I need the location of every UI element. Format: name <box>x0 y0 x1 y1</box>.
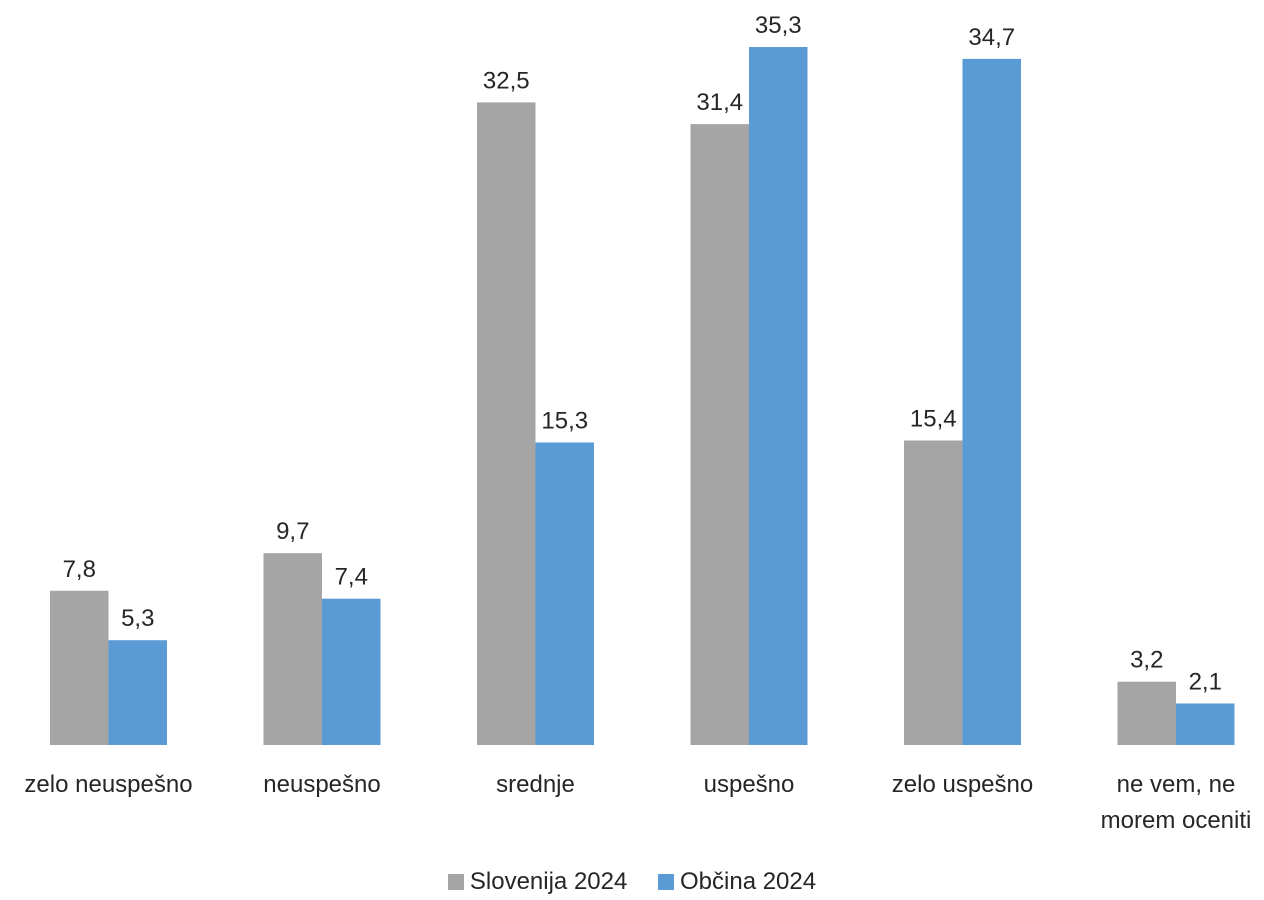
value-label-slovenija-2024-neuspe-no: 9,7 <box>276 518 309 545</box>
bar-slovenija-2024-srednje <box>477 102 536 746</box>
value-label-ob-ina-2024-zelo-neuspe-no: 5,3 <box>121 605 154 632</box>
category-labels-group: zelo neuspešno neuspešno srednje uspešno zel… <box>24 771 1251 834</box>
bar-ob-ina-2024-neuspe-no <box>322 598 381 745</box>
bar-slovenija-2024-ne-vem-ne-morem-oceniti <box>1117 681 1176 745</box>
value-label-slovenija-2024-ne-vem-ne-morem-oceniti: 3,2 <box>1130 647 1163 674</box>
value-label-slovenija-2024-zelo-neuspe-no: 7,8 <box>63 556 96 583</box>
value-label-ob-ina-2024-uspe-no: 35,3 <box>755 12 802 39</box>
category-label-srednje: srednje <box>496 771 575 798</box>
legend: Slovenija 2024 Občina 2024 <box>0 868 1264 897</box>
legend-item-slovenija: Slovenija 2024 <box>447 868 628 896</box>
bar-slovenija-2024-neuspe-no <box>263 553 322 745</box>
bars-group <box>50 47 1235 746</box>
value-label-slovenija-2024-srednje: 32,5 <box>483 67 530 94</box>
category-label-zelo-uspe-no: zelo uspešno <box>892 771 1033 798</box>
bar-ob-ina-2024-zelo-neuspe-no <box>108 640 167 745</box>
category-label-uspe-no: uspešno <box>704 771 795 798</box>
legend-item-obcina: Občina 2024 <box>658 868 816 896</box>
category-label-neuspe-no: neuspešno <box>263 771 380 798</box>
value-label-ob-ina-2024-zelo-uspe-no: 34,7 <box>968 24 1015 51</box>
bar-slovenija-2024-zelo-uspe-no <box>904 440 963 745</box>
bar-slovenija-2024-uspe-no <box>690 124 749 745</box>
value-label-slovenija-2024-uspe-no: 31,4 <box>696 89 743 116</box>
legend-swatch-slovenija <box>447 874 464 890</box>
legend-swatch-obcina <box>658 874 674 890</box>
legend-label-slovenija: Slovenija 2024 <box>469 868 628 895</box>
category-label-ne-vem-ne-morem-oceniti: ne vem, ne morem oceniti <box>1101 771 1252 834</box>
bar-ob-ina-2024-srednje <box>535 442 594 745</box>
value-labels-group: 7,8 5,3 9,7 7,4 32,5 15,3 31,4 35,3 15,4 34,7 3,2 2… <box>63 12 1222 695</box>
value-label-ob-ina-2024-srednje: 15,3 <box>541 407 588 434</box>
value-label-ob-ina-2024-ne-vem-ne-morem-oceniti: 2,1 <box>1189 668 1222 695</box>
value-label-ob-ina-2024-neuspe-no: 7,4 <box>335 564 368 591</box>
legend-label-obcina: Občina 2024 <box>680 868 817 895</box>
bar-ob-ina-2024-uspe-no <box>749 47 808 745</box>
category-label-zelo-neuspe-no: zelo neuspešno <box>24 771 192 798</box>
bar-ob-ina-2024-ne-vem-ne-morem-oceniti <box>1176 703 1235 745</box>
bar-ob-ina-2024-zelo-uspe-no <box>962 58 1021 746</box>
bar-chart: 7,8 5,3 9,7 7,4 32,5 15,3 31,4 35,3 15,4 34,7 3,2 2… <box>24 12 1251 834</box>
bar-slovenija-2024-zelo-neuspe-no <box>50 590 109 745</box>
value-label-slovenija-2024-zelo-uspe-no: 15,4 <box>910 405 957 432</box>
